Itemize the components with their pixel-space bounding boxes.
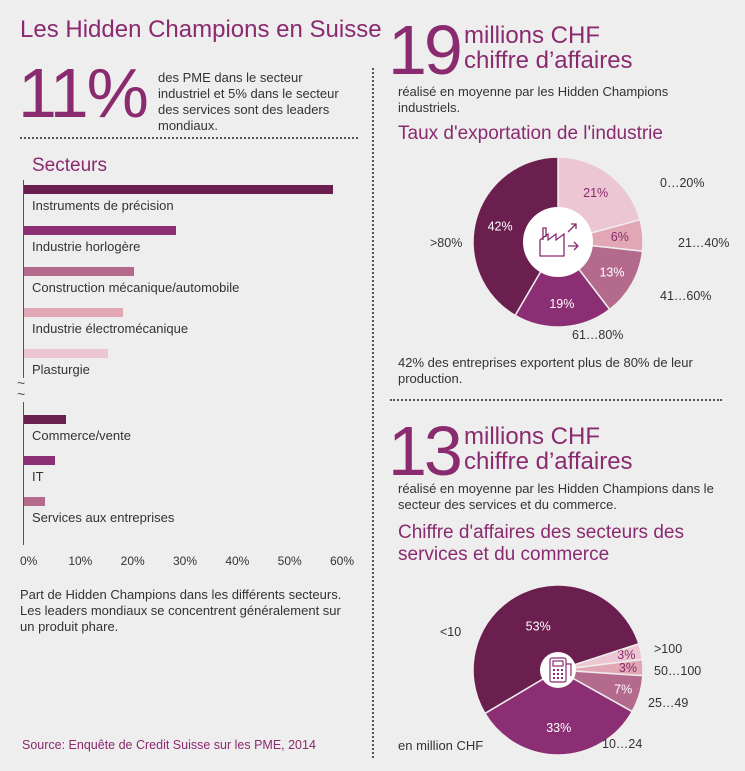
pie-slice-value: 7% [614,682,632,696]
bar-chart-caption: Part de Hidden Champions dans les différ… [20,587,342,634]
pie-category-label: 41…60% [660,289,711,303]
export-note: 42% des entreprises exportent plus de 80… [398,355,693,386]
source-note: Source: Enquête de Credit Suisse sur les… [22,738,316,752]
intro-text: des PME dans le secteur industriel et 5%… [158,70,339,133]
industry-unit-line1: millions CHF [464,22,601,49]
pie-slice-value: 21% [583,186,608,200]
bar-chart-title: Secteurs [32,155,107,176]
intro-big-value: 11% [18,54,149,132]
pie-slice-value: 53% [526,619,551,633]
pie-category-label: >100 [654,642,682,656]
services-chart-title: Chiffre d'affaires des secteurs des serv… [398,522,684,565]
services-text: réalisé en moyenne par les Hidden Champi… [398,481,714,512]
pie-category-label: >80% [430,236,462,250]
pie-category-label: 0…20% [660,176,704,190]
divider [390,399,722,401]
page-title: Les Hidden Champions en Suisse [20,16,382,43]
services-unit-line1: millions CHF [464,423,601,450]
pie-slice-value: 42% [488,219,513,233]
pie-category-label: 61…80% [572,328,623,342]
pie-slice-value: 6% [611,230,629,244]
industry-text: réalisé en moyenne par les Hidden Champi… [398,84,669,115]
divider [20,137,358,139]
export-chart-title: Taux d'exportation de l'industrie [398,123,663,144]
services-unit-note: en million CHF [398,738,484,753]
pie-category-label: <10 [440,625,461,639]
pie-category-label: 10…24 [602,737,642,751]
pie-slice-value: 3% [617,648,635,662]
services-big-value: 13 [388,412,463,490]
pie-category-label: 25…49 [648,696,688,710]
pie-slice [472,156,559,317]
pie-slice [472,584,640,715]
pie-slice [483,669,634,756]
pie-slice-value: 19% [549,297,574,311]
industry-big-value: 19 [388,11,463,89]
pie-slice [514,240,611,328]
factory-icon [539,223,579,257]
pie-slice-value: 3% [619,661,637,675]
services-unit-line2: chiffre d’affaires [464,448,633,475]
pie-slice-value: 33% [546,721,571,735]
pie-slice-value: 13% [599,265,624,279]
pie-category-label: 21…40% [678,236,729,250]
cash-register-icon [549,657,572,683]
column-divider [372,68,374,758]
industry-unit-line2: chiffre d’affaires [464,47,633,74]
pie-category-label: 50…100 [654,664,701,678]
